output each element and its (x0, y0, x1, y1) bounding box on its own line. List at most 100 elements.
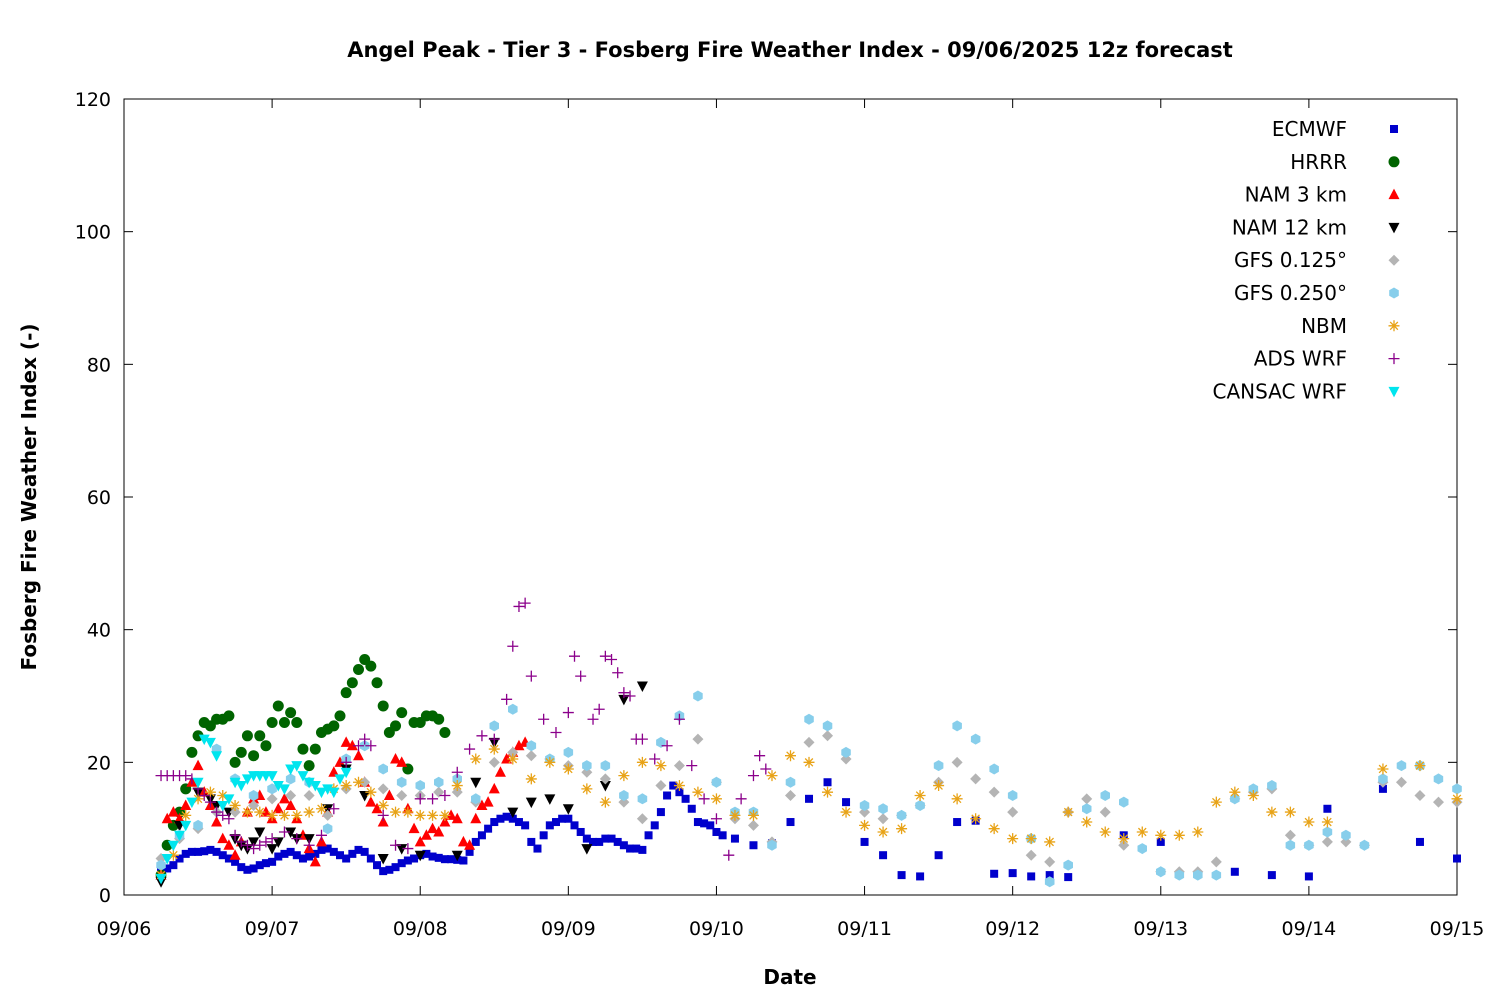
data-point (1081, 816, 1093, 828)
data-point (785, 790, 796, 801)
data-point (661, 740, 673, 752)
data-point (174, 812, 186, 824)
data-point (563, 746, 574, 758)
data-point (1284, 829, 1296, 841)
data-point (477, 831, 486, 840)
data-point (1396, 760, 1407, 772)
data-point (650, 821, 659, 830)
y-tick-label: 20 (87, 752, 111, 774)
data-point (494, 766, 506, 777)
data-point (414, 850, 426, 862)
data-point (278, 784, 290, 795)
data-point (637, 793, 648, 805)
data-point (193, 819, 203, 831)
data-point (414, 835, 426, 847)
data-point (507, 753, 519, 765)
data-point (767, 839, 777, 851)
data-point (231, 857, 240, 866)
data-point (377, 809, 389, 821)
data-point (291, 717, 303, 729)
data-point (248, 790, 259, 801)
data-point (896, 823, 908, 835)
x-tick-label: 09/08 (393, 918, 448, 940)
data-point (422, 849, 431, 858)
series-nbm (155, 743, 1463, 881)
data-point (433, 713, 445, 725)
data-point (261, 859, 270, 868)
data-point (260, 740, 272, 752)
data-point (335, 851, 344, 860)
data-point (217, 832, 229, 844)
data-point (544, 756, 556, 768)
data-point (990, 869, 999, 878)
x-axis-label: Date (763, 965, 816, 989)
legend-label: CANSAC WRF (1212, 379, 1347, 403)
data-point (377, 799, 389, 811)
data-point (439, 726, 451, 738)
data-point (408, 822, 420, 834)
data-point (1118, 833, 1130, 845)
data-point (323, 844, 332, 853)
legend-label: NAM 3 km (1245, 183, 1347, 207)
data-point (488, 743, 500, 755)
data-point (278, 809, 290, 821)
data-point (402, 806, 414, 818)
data-point (1081, 793, 1093, 805)
data-point (525, 750, 537, 762)
data-point (285, 790, 297, 801)
data-series (155, 597, 1463, 888)
data-point (291, 809, 303, 821)
data-point (414, 809, 426, 821)
data-point (192, 793, 204, 805)
data-point (539, 831, 548, 840)
data-point (1025, 833, 1037, 845)
data-point (366, 854, 375, 863)
data-point (710, 793, 722, 805)
legend-label: NAM 12 km (1232, 215, 1347, 239)
data-point (383, 789, 395, 800)
data-point (710, 813, 722, 825)
data-point (268, 857, 277, 866)
data-point (786, 818, 795, 827)
data-point (496, 814, 505, 823)
data-point (377, 783, 389, 795)
data-point (359, 791, 371, 802)
legend-label: NBM (1301, 314, 1347, 338)
data-point (459, 856, 468, 865)
y-tick-label: 120 (75, 89, 111, 111)
data-point (379, 867, 388, 876)
data-point (303, 760, 315, 772)
data-point (235, 746, 247, 758)
data-point (513, 600, 525, 612)
data-point (235, 836, 247, 848)
data-point (897, 871, 906, 880)
data-point (396, 756, 408, 767)
data-point (272, 802, 284, 814)
data-point (285, 799, 297, 810)
data-point (1064, 873, 1073, 882)
chart-title: Angel Peak - Tier 3 - Fosberg Fire Weath… (347, 38, 1233, 62)
y-axis-label: Fosberg Fire Weather Index (-) (17, 323, 41, 670)
data-point (693, 818, 702, 827)
data-point (317, 845, 326, 854)
data-point (180, 809, 192, 821)
legend-label: ADS WRF (1254, 347, 1347, 371)
data-point (241, 806, 253, 818)
y-axis: 0 20 40 60 80 100 120 (75, 89, 1457, 907)
data-point (434, 853, 443, 862)
data-point (181, 849, 190, 858)
data-point (298, 854, 307, 863)
data-point (747, 819, 759, 831)
data-point (451, 812, 463, 824)
data-point (686, 760, 698, 772)
data-point (303, 790, 315, 801)
data-point (698, 793, 710, 805)
data-point (1136, 826, 1148, 838)
y-tick-label: 100 (75, 222, 111, 244)
data-point (155, 873, 167, 885)
data-point (353, 776, 365, 788)
data-point (303, 834, 315, 845)
data-point (754, 750, 766, 762)
data-point (1452, 783, 1462, 795)
